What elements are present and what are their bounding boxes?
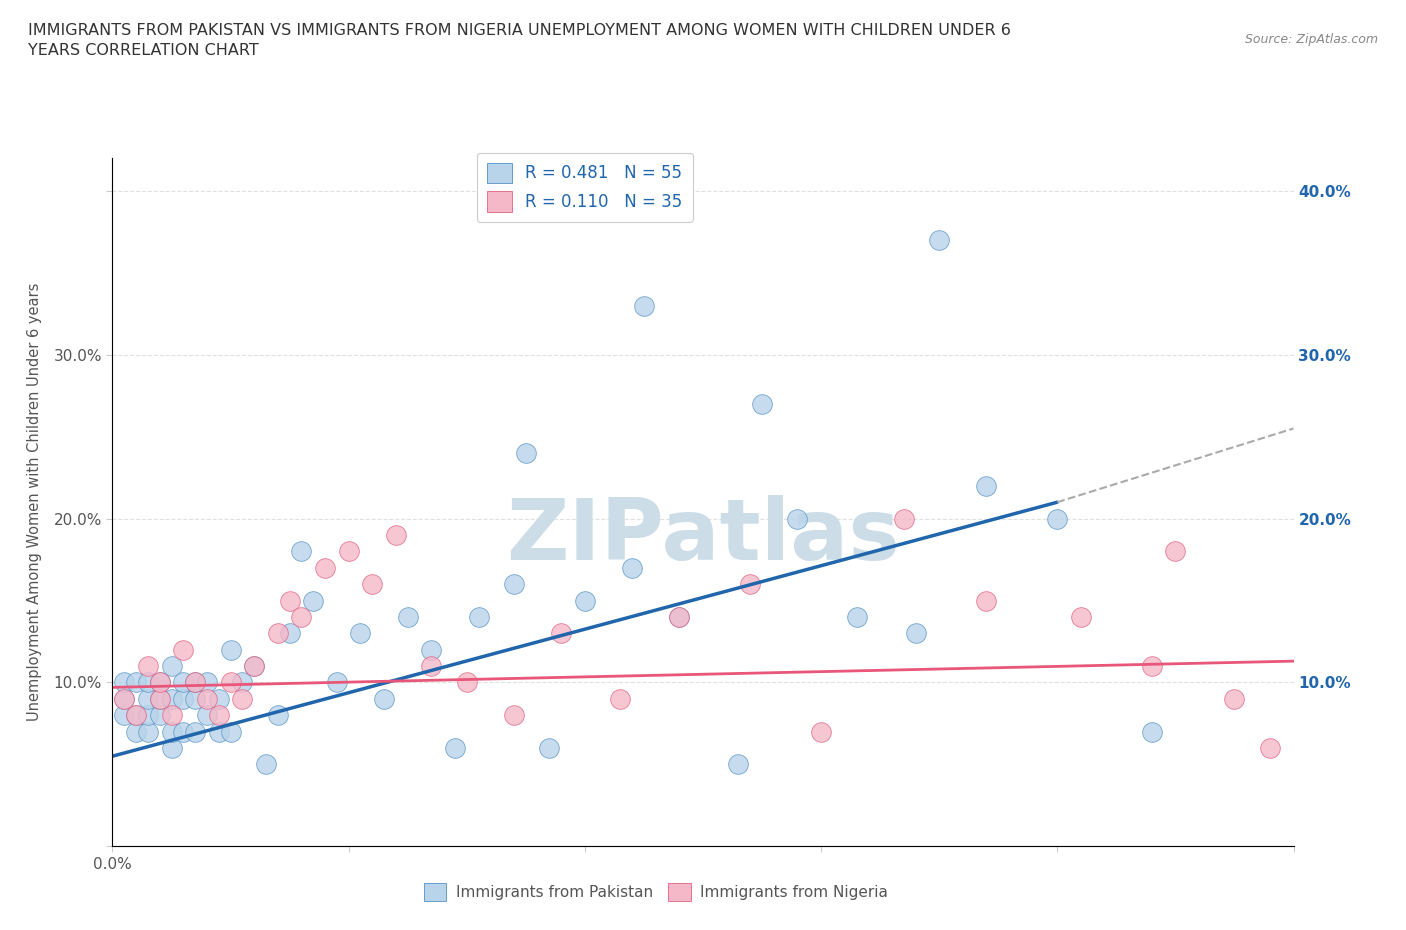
Point xyxy=(302,593,325,608)
Point xyxy=(219,675,242,690)
Point xyxy=(349,626,371,641)
Point xyxy=(112,708,135,723)
Point xyxy=(208,724,231,739)
Point xyxy=(1164,544,1187,559)
Point xyxy=(1140,724,1163,739)
Point xyxy=(609,691,631,706)
Point xyxy=(136,691,159,706)
Point xyxy=(184,675,207,690)
Point xyxy=(219,643,242,658)
Text: ZIPatlas: ZIPatlas xyxy=(506,495,900,578)
Point xyxy=(184,675,207,690)
Point xyxy=(786,512,808,526)
Point xyxy=(420,658,443,673)
Point xyxy=(326,675,349,690)
Point xyxy=(740,577,762,591)
Point xyxy=(467,609,489,624)
Point xyxy=(208,691,231,706)
Point xyxy=(538,740,561,755)
Point xyxy=(243,658,266,673)
Point xyxy=(231,691,253,706)
Point xyxy=(172,724,194,739)
Point xyxy=(893,512,915,526)
Point xyxy=(574,593,596,608)
Point xyxy=(1070,609,1092,624)
Point xyxy=(278,626,301,641)
Point xyxy=(125,708,148,723)
Point xyxy=(373,691,395,706)
Point xyxy=(278,593,301,608)
Text: Source: ZipAtlas.com: Source: ZipAtlas.com xyxy=(1244,33,1378,46)
Point xyxy=(727,757,749,772)
Point xyxy=(1046,512,1069,526)
Point xyxy=(668,609,690,624)
Point xyxy=(160,708,183,723)
Point xyxy=(125,675,148,690)
Legend: Immigrants from Pakistan, Immigrants from Nigeria: Immigrants from Pakistan, Immigrants fro… xyxy=(418,877,894,908)
Point xyxy=(976,478,998,493)
Point xyxy=(136,708,159,723)
Point xyxy=(503,577,526,591)
Point xyxy=(125,708,148,723)
Point xyxy=(149,708,172,723)
Point xyxy=(219,724,242,739)
Point xyxy=(112,675,135,690)
Point xyxy=(337,544,360,559)
Point xyxy=(195,708,218,723)
Point xyxy=(208,708,231,723)
Point xyxy=(172,643,194,658)
Point xyxy=(1223,691,1246,706)
Point xyxy=(633,299,655,313)
Point xyxy=(456,675,478,690)
Point xyxy=(172,691,194,706)
Point xyxy=(149,691,172,706)
Point xyxy=(550,626,572,641)
Point xyxy=(751,396,773,411)
Point xyxy=(267,626,290,641)
Point xyxy=(290,544,312,559)
Point xyxy=(1140,658,1163,673)
Point xyxy=(515,445,537,460)
Point xyxy=(444,740,467,755)
Point xyxy=(385,527,408,542)
Point xyxy=(976,593,998,608)
Point xyxy=(254,757,277,772)
Point xyxy=(1258,740,1281,755)
Point xyxy=(231,675,253,690)
Point xyxy=(290,609,312,624)
Point xyxy=(149,675,172,690)
Point xyxy=(184,691,207,706)
Point xyxy=(149,691,172,706)
Point xyxy=(160,691,183,706)
Point xyxy=(810,724,832,739)
Point xyxy=(195,675,218,690)
Text: IMMIGRANTS FROM PAKISTAN VS IMMIGRANTS FROM NIGERIA UNEMPLOYMENT AMONG WOMEN WIT: IMMIGRANTS FROM PAKISTAN VS IMMIGRANTS F… xyxy=(28,23,1011,58)
Point xyxy=(420,643,443,658)
Point xyxy=(112,691,135,706)
Point xyxy=(503,708,526,723)
Point xyxy=(845,609,868,624)
Point xyxy=(160,724,183,739)
Point xyxy=(621,560,644,575)
Point xyxy=(125,724,148,739)
Point xyxy=(149,675,172,690)
Point xyxy=(160,740,183,755)
Point xyxy=(243,658,266,673)
Point xyxy=(136,724,159,739)
Point xyxy=(112,691,135,706)
Point xyxy=(160,658,183,673)
Point xyxy=(267,708,290,723)
Point xyxy=(668,609,690,624)
Y-axis label: Unemployment Among Women with Children Under 6 years: Unemployment Among Women with Children U… xyxy=(28,283,42,722)
Point xyxy=(195,691,218,706)
Point xyxy=(184,724,207,739)
Point xyxy=(396,609,419,624)
Point xyxy=(136,675,159,690)
Point xyxy=(361,577,384,591)
Point xyxy=(136,658,159,673)
Point xyxy=(172,675,194,690)
Point xyxy=(904,626,927,641)
Point xyxy=(314,560,336,575)
Point xyxy=(928,232,950,247)
